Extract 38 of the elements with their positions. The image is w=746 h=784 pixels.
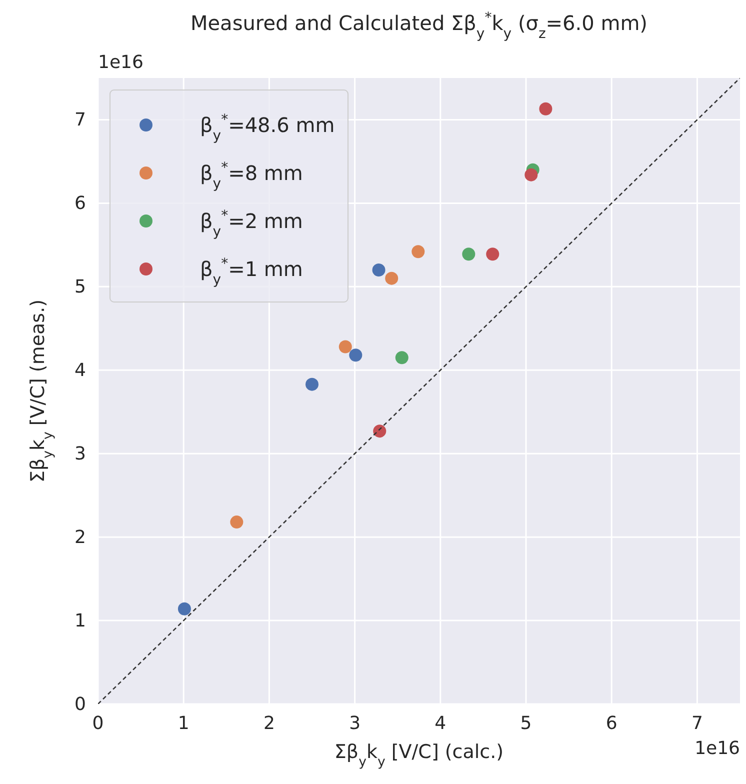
y-tick-label: 1 [74,610,86,632]
x-tick-label: 5 [520,713,532,734]
x-tick-label: 7 [691,713,703,734]
point [486,248,500,261]
x-axis-title: Σβ$_{y}$k$_{y}$ [V/C] (calc.) [334,741,504,770]
legend-label: β$_{y}$$^{*}$=1 mm [200,256,303,288]
point [372,263,386,276]
x-tick-label: 0 [92,713,104,734]
text: 1e16 [98,52,144,73]
y-tick-label: 7 [74,110,86,131]
y-tick-label: 4 [74,360,86,382]
chart-title: Measured and Calculated Σβ$_{y}$$^{*}$k$_{y}$ (σ$_{z}$=6.0 mm) [190,10,648,42]
x-tick-label: 1 [178,713,190,734]
x-tick-label: 4 [434,713,446,734]
text: 1e16 [694,738,740,759]
point [338,340,352,354]
point [385,272,398,285]
y-tick-label: 0 [74,694,86,715]
y-tick-label: 2 [74,527,86,548]
point [306,378,318,391]
legend-label: β$_{y}$$^{*}$=8 mm [200,160,303,192]
legend-label: β$_{y}$$^{*}$=2 mm [200,208,303,240]
x-tick-label: 6 [606,713,618,734]
point [230,516,244,529]
point [462,248,476,261]
y-tick-label: 6 [74,193,86,214]
point [178,602,191,616]
point [412,245,425,258]
x-tick-label: 2 [263,713,275,734]
point [539,102,552,116]
y-tick-label: 5 [74,276,86,298]
legend-label: β$_{y}$$^{*}$=48.6 mm [200,112,335,144]
point [373,424,386,438]
point [349,348,362,362]
point [395,351,408,364]
point [524,168,538,182]
x-tick-label: 3 [349,713,361,734]
y-tick-label: 3 [74,444,86,465]
